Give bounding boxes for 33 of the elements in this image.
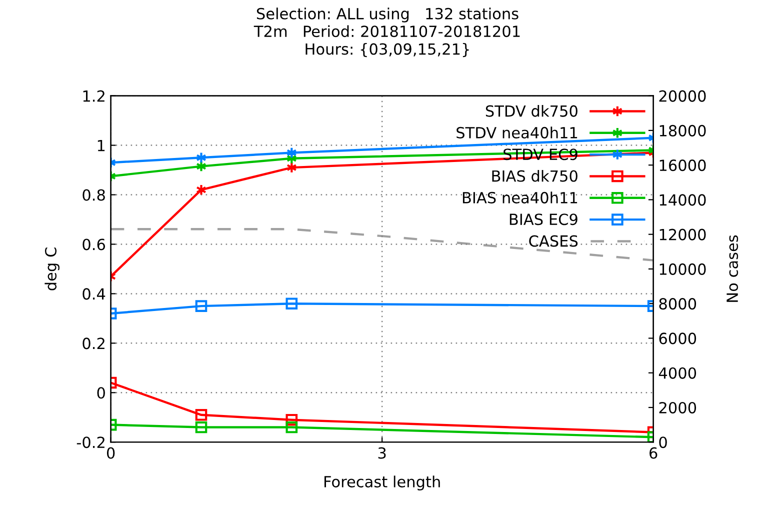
y2-tick-label: 20000 bbox=[659, 90, 706, 102]
x-tick-label: 6 bbox=[650, 447, 658, 459]
y2-tick-label: 10000 bbox=[660, 263, 706, 275]
y2-tick-label: 6000 bbox=[659, 332, 696, 344]
y-axis-title: deg C bbox=[44, 248, 60, 290]
y2-axis-title: No cases bbox=[726, 235, 738, 302]
y2-tick-label: 16000 bbox=[660, 160, 706, 172]
legend-label: STDV dk750 bbox=[486, 104, 578, 117]
x-axis-title: Forecast length bbox=[324, 476, 440, 490]
legend-label: STDV nea40h11 bbox=[456, 126, 578, 138]
x-tick-label: 0 bbox=[106, 447, 115, 459]
y-tick-label: 0.8 bbox=[82, 189, 105, 201]
y2-tick-label: 4000 bbox=[658, 367, 696, 379]
y-tick-label: -0.2 bbox=[76, 436, 104, 448]
chart-title: Selection: ALL using 132 stations bbox=[256, 8, 518, 22]
y-tick-label: 0 bbox=[97, 387, 105, 399]
y2-tick-label: 2000 bbox=[659, 402, 696, 414]
y-tick-label: 1 bbox=[98, 140, 105, 152]
legend-label: CASES bbox=[529, 235, 578, 247]
y2-tick-label: 12000 bbox=[660, 228, 706, 240]
chart-subtitle: T2m Period: 20181107-20181201 Hours: {03,09,15,21} bbox=[254, 25, 520, 58]
legend-label: BIAS nea40h11 bbox=[462, 192, 578, 204]
y2-tick-label: 18000 bbox=[660, 124, 706, 136]
y-tick-label: 0.4 bbox=[82, 288, 106, 300]
y-tick-label: 1.2 bbox=[83, 90, 104, 102]
y2-tick-label: 14000 bbox=[660, 194, 706, 206]
legend-label: BIAS EC9 bbox=[510, 214, 578, 226]
y-tick-label: 0.2 bbox=[82, 338, 104, 350]
y2-tick-label: 8000 bbox=[659, 298, 696, 310]
legend-label: BIAS dk750 bbox=[492, 170, 578, 182]
y-tick-label: 0.6 bbox=[82, 238, 105, 250]
y2-tick-label: 0 bbox=[659, 436, 667, 448]
x-tick-label: 3 bbox=[378, 447, 386, 459]
